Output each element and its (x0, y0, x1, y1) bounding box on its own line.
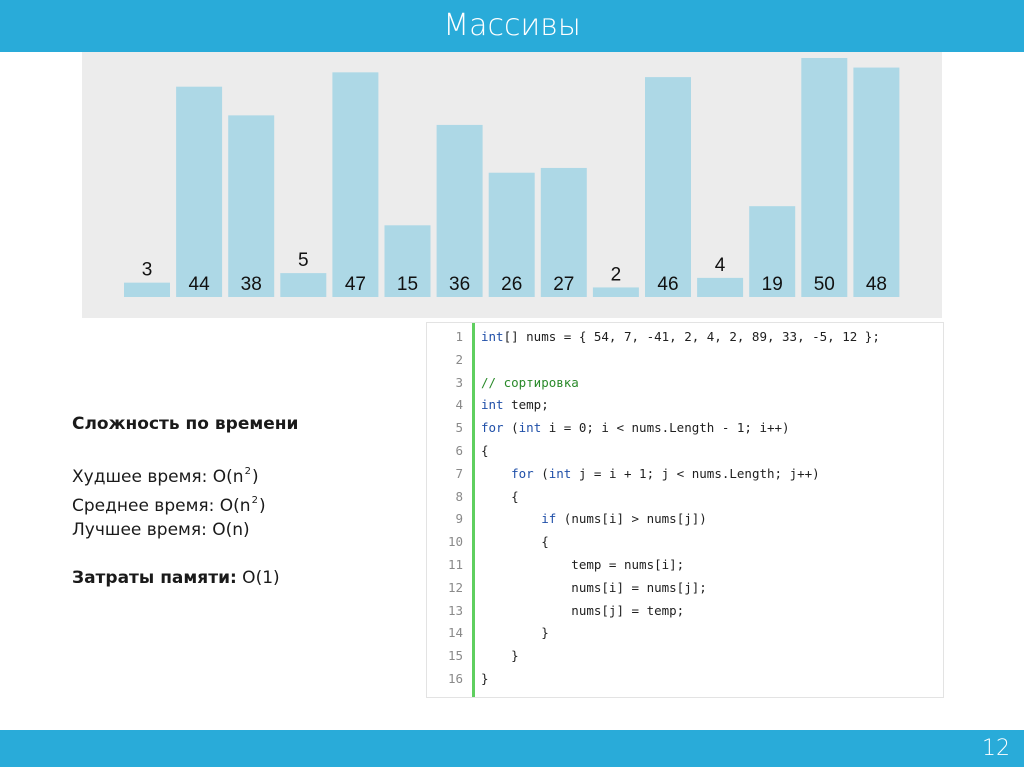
bar-5 (384, 225, 431, 297)
bar-9 (592, 287, 639, 297)
page-number: 12 (982, 736, 1010, 761)
bar-label-2: 38 (241, 274, 262, 295)
line-number: 5 (455, 420, 463, 436)
bar-12 (749, 206, 796, 297)
line-number: 3 (455, 374, 463, 390)
bar-label-11: 4 (715, 255, 726, 276)
gutter-divider (472, 323, 475, 697)
footer-bar (0, 730, 1024, 767)
worst-time: Худшее время: O(n2) (72, 466, 259, 487)
line-number: 16 (447, 671, 463, 686)
slide-title: Массивы (443, 8, 581, 43)
bar-3 (280, 273, 327, 297)
best-time: Лучшее время: O(n) (72, 520, 250, 540)
bar-label-6: 36 (449, 274, 470, 295)
code-text: int[] nums = { 54, 7, -41, 2, 4, 2, 89, … (481, 329, 880, 344)
bar-label-14: 48 (866, 274, 887, 295)
line-number: 2 (455, 351, 463, 367)
code-text: } (481, 671, 489, 686)
code-text: // сортировка (481, 374, 579, 390)
code-text: } (481, 648, 519, 664)
line-number: 12 (447, 579, 463, 595)
line-number-gutter (427, 323, 472, 697)
bar-label-3: 5 (298, 250, 309, 271)
code-text: for (int i = 0; i < nums.Length - 1; i++… (481, 420, 790, 436)
bar-label-1: 44 (189, 274, 211, 295)
bar-chart: 3 44 38 5 47 15 36 26 27 2 46 4 19 50 48 (124, 58, 900, 298)
bar-1 (176, 86, 223, 298)
code-text: temp = nums[i]; (481, 557, 685, 572)
code-text: { (481, 534, 549, 550)
line-number: 4 (455, 397, 463, 413)
bar-label-0: 3 (142, 260, 153, 281)
code-text: nums[j] = temp; (481, 602, 685, 618)
line-number: 15 (447, 648, 463, 664)
bar-4 (332, 72, 379, 297)
bar-6 (436, 124, 483, 297)
bar-label-12: 19 (762, 274, 783, 295)
line-number: 13 (447, 602, 463, 618)
code-text: nums[i] = nums[j]; (481, 579, 707, 595)
line-number: 10 (447, 534, 463, 550)
complexity-block: Сложность по времени Худшее время: O(n2)… (72, 412, 298, 590)
bar-label-5: 15 (397, 274, 418, 295)
bar-14 (853, 67, 900, 297)
complexity-heading: Сложность по времени (72, 414, 299, 434)
code-text: { (481, 488, 519, 504)
average-time: Среднее время: O(n2) (72, 495, 266, 516)
bar-7 (488, 172, 535, 297)
code-block: 1 int[] nums = { 54, 7, -41, 2, 4, 2, 89,… (426, 322, 944, 698)
bar-8 (540, 167, 587, 297)
line-number: 1 (455, 329, 463, 344)
bar-label-9: 2 (611, 264, 622, 285)
bar-2 (228, 115, 275, 297)
header-bar (0, 0, 1024, 52)
line-number: 6 (455, 443, 463, 458)
line-number: 9 (455, 511, 463, 527)
bar-label-10: 46 (657, 274, 678, 295)
code-text: int temp; (481, 397, 549, 413)
memory-cost: Затраты памяти: O(1) (72, 568, 280, 588)
code-text: if (nums[i] > nums[j]) (541, 511, 707, 527)
line-number: 7 (455, 465, 463, 481)
bar-label-7: 26 (501, 274, 522, 295)
bar-label-4: 47 (345, 274, 366, 295)
bar-10 (645, 77, 691, 298)
bar-13 (801, 58, 848, 297)
code-text: for (int j = i + 1; j < nums.Length; j++… (511, 465, 820, 481)
bar-11 (697, 277, 744, 297)
bar-label-13: 50 (814, 274, 835, 295)
code-text: { (481, 443, 489, 458)
bar-chart-panel: 3 44 38 5 47 15 36 26 27 2 46 4 19 50 48 (82, 52, 942, 318)
line-number: 8 (455, 488, 463, 504)
bar-0 (124, 282, 170, 297)
line-number: 14 (447, 625, 463, 641)
code-text: } (481, 625, 549, 641)
line-number: 11 (447, 557, 463, 572)
bar-label-8: 27 (553, 274, 574, 295)
